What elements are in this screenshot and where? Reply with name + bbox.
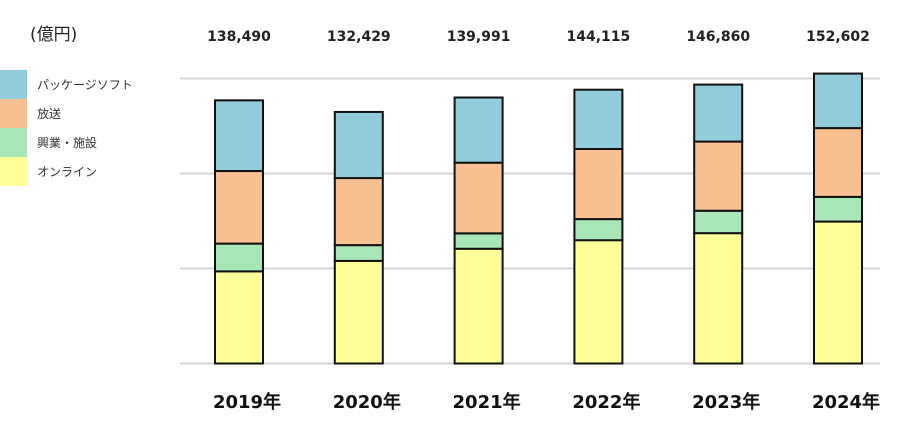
x-tick-label: 2019年 [213, 391, 281, 413]
bar-segment [693, 232, 744, 365]
bar-segment [453, 96, 504, 164]
legend-label: オンライン [37, 165, 98, 179]
total-label: 139,991 [447, 29, 511, 45]
total-label: 138,490 [207, 29, 271, 45]
legend-swatch [0, 128, 27, 157]
bar-segment [693, 83, 744, 143]
legend-swatch [0, 157, 27, 186]
total-label: 144,115 [567, 29, 631, 45]
x-tick-label: 2022年 [572, 391, 640, 413]
legend-item-online: オンライン [0, 157, 133, 186]
x-tick-label: 2024年 [812, 391, 880, 413]
bar-segment [693, 140, 744, 212]
unit-label: (億円) [30, 25, 78, 45]
bar-segment [813, 72, 863, 130]
bar-segment [214, 99, 264, 173]
bar-segment [333, 177, 384, 247]
legend-label: パッケージソフト [37, 78, 133, 92]
legend: パッケージソフト 放送 興業・施設 オンライン [0, 70, 133, 186]
x-tick-label: 2023年 [692, 391, 760, 413]
legend-label: 興業・施設 [37, 136, 98, 150]
bar-segment [573, 218, 624, 242]
bar-segment [693, 209, 744, 235]
bar-segment [813, 195, 863, 223]
bar-segment [453, 232, 504, 250]
bar-segment [813, 220, 863, 365]
total-label: 146,860 [686, 29, 750, 45]
bar-segment [573, 147, 624, 221]
total-label: 132,429 [327, 29, 391, 45]
legend-swatch [0, 99, 27, 128]
legend-swatch [0, 70, 27, 99]
bar-segment [573, 88, 624, 150]
legend-item-broadcast: 放送 [0, 99, 133, 128]
legend-label: 放送 [37, 107, 62, 121]
bar-segment [214, 270, 264, 365]
total-label: 152,602 [806, 29, 870, 45]
bar-segment [453, 161, 504, 235]
bar-segment [333, 110, 384, 180]
bar-segment [573, 239, 624, 365]
legend-item-facility: 興業・施設 [0, 128, 133, 157]
x-tick-label: 2020年 [333, 391, 401, 413]
bar-segment [214, 170, 264, 245]
bar-segment [333, 259, 384, 365]
bar-segment [453, 247, 504, 365]
x-tick-label: 2021年 [453, 391, 521, 413]
bar-segment [214, 242, 264, 273]
bar-segment [333, 244, 384, 262]
legend-item-package: パッケージソフト [0, 70, 133, 99]
bar-segment [813, 127, 863, 198]
